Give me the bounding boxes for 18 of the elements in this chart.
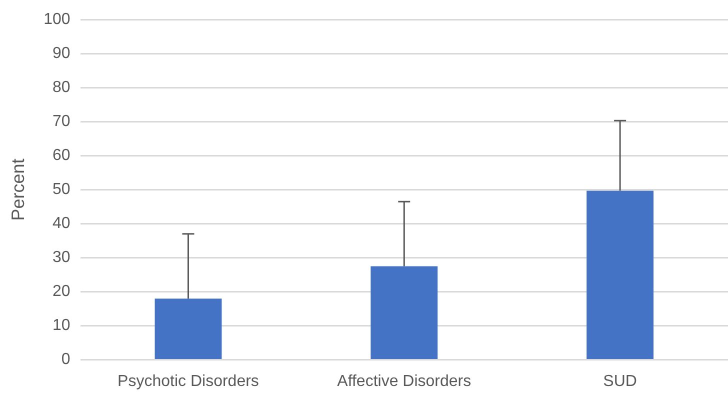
y-tick-label: 40 — [52, 215, 70, 232]
y-tick-label: 20 — [52, 283, 70, 300]
y-tick-label: 50 — [52, 181, 70, 198]
x-tick-label: Psychotic Disorders — [118, 372, 259, 390]
y-tick-label: 30 — [52, 249, 70, 266]
y-axis-title: Percent — [8, 158, 28, 221]
x-tick-label: SUD — [603, 372, 637, 390]
bar — [154, 298, 222, 360]
y-tick-label: 60 — [52, 147, 70, 164]
y-tick-label: 10 — [52, 317, 70, 334]
y-tick-label: 80 — [52, 79, 70, 96]
y-tick-label: 100 — [44, 11, 70, 28]
y-tick-label: 70 — [52, 113, 70, 130]
x-tick-label: Affective Disorders — [337, 372, 472, 390]
bar — [586, 190, 654, 360]
y-tick-label: 90 — [52, 45, 70, 62]
bar — [370, 266, 438, 360]
y-tick-label: 0 — [61, 351, 70, 368]
